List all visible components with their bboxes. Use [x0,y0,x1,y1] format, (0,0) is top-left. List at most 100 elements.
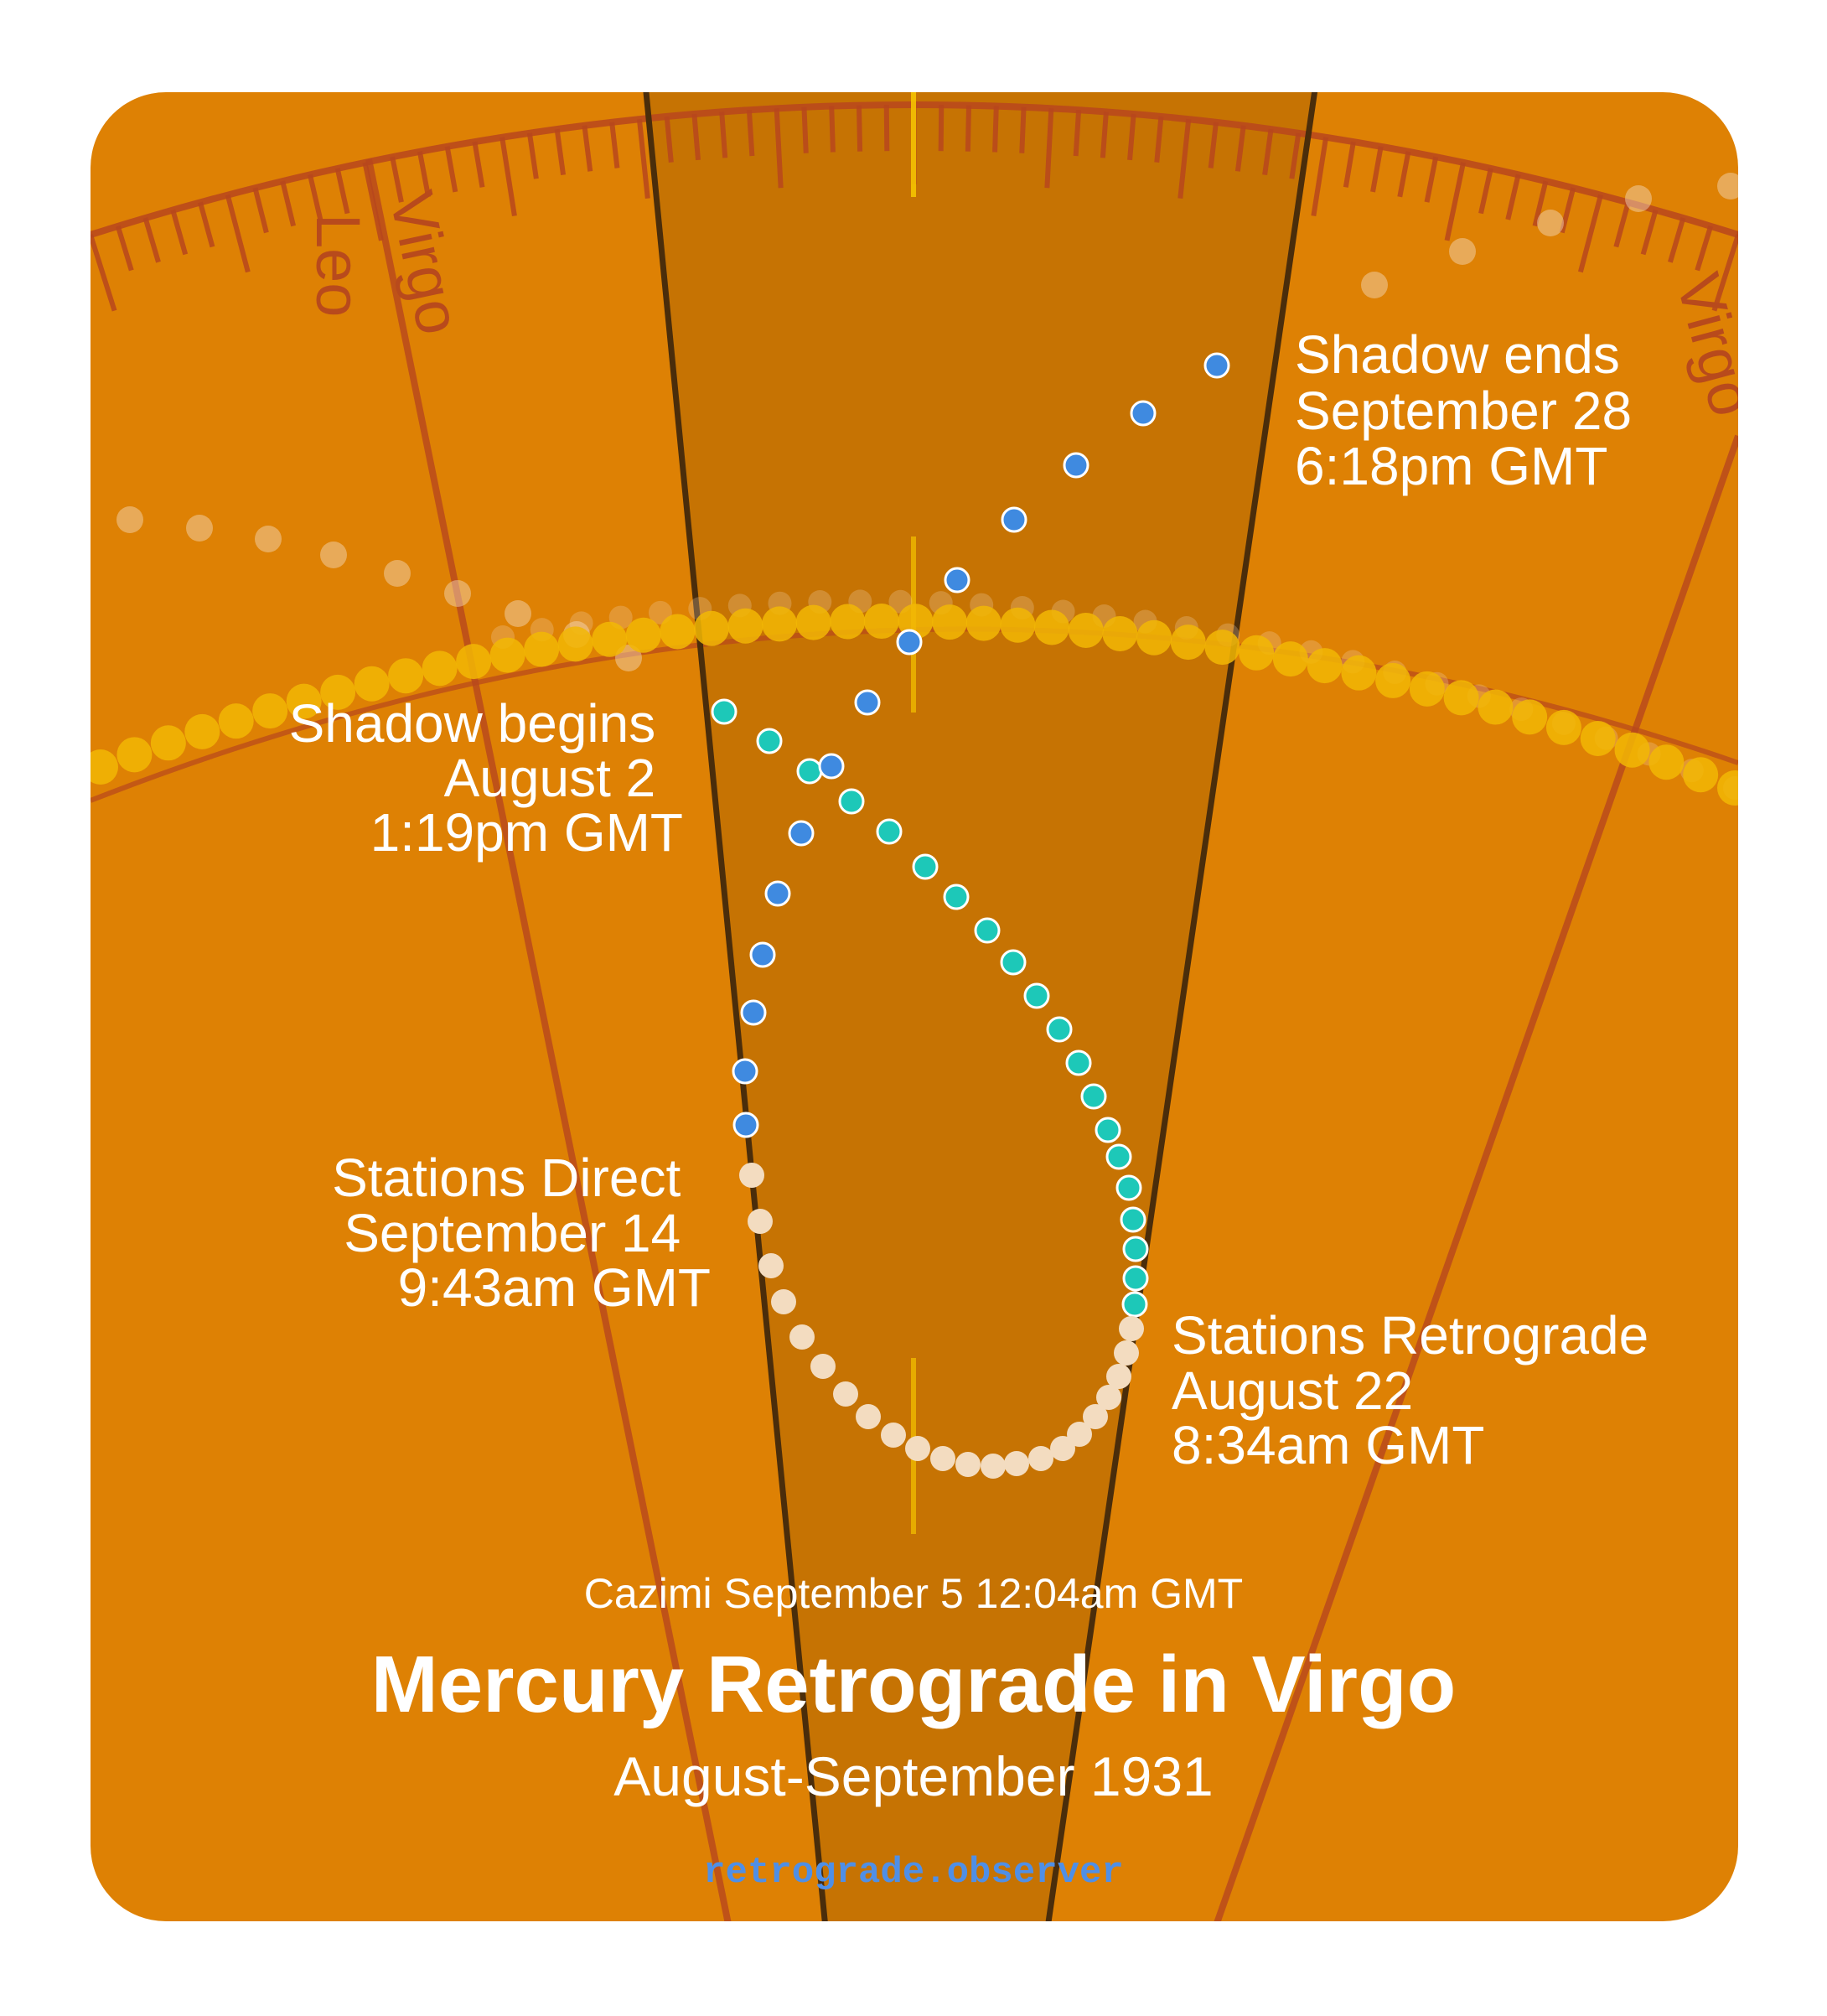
degree-tick [1397,151,1411,198]
post-shadow-dot [818,753,845,780]
faint-dot [1361,272,1388,298]
degree-tick [1478,168,1493,215]
degree-tick [1711,234,1738,312]
sun-path-dot [1068,612,1104,648]
degree-tick [938,105,945,152]
faint-dot [186,515,213,542]
degree-tick [1695,225,1714,272]
sun-path-dot [456,644,492,680]
degree-tick [499,137,517,217]
stations-retrograde-label: Stations Retrograde August 22 8:34am GMT [1172,1305,1664,1475]
degree-tick [1177,118,1192,200]
pre-shadow-dot [838,788,865,815]
sun-path-dot [830,604,866,640]
pre-shadow-dots [711,698,1149,1318]
post-shadow-dot [944,567,970,593]
sun-path-dot [1136,619,1172,656]
faint-dot [505,600,531,627]
pre-shadow-dot [756,728,783,754]
sun-path-dot [1239,635,1275,671]
retrograde-dot [930,1446,955,1471]
sun-path-dot [693,610,729,646]
retrograde-dot [1067,1422,1092,1447]
post-shadow-dot [896,629,923,656]
pre-shadow-dot [943,884,970,910]
degree-tick [746,110,755,157]
post-shadow-dot [854,689,881,716]
degree-tick [719,111,728,158]
degree-tick [609,122,620,168]
sun-path-dot [1307,648,1343,684]
degree-tick [115,225,134,272]
retrograde-dots [739,1163,1144,1479]
degree-tick [334,168,350,215]
faint-dot [384,560,411,587]
pre-shadow-dot [1023,982,1050,1009]
pre-shadow-dot [796,758,823,785]
sun-path-dot [184,713,220,749]
shadow-begins-label: Shadow begins August 2 1:19pm GMT [289,693,683,863]
sign-boundary-line [365,158,732,1921]
faint-dot [1625,185,1652,212]
sun-path-dot [1545,709,1581,745]
retrograde-dot [1106,1364,1131,1389]
sun-path-dot [1272,641,1308,677]
sun-path-dot [1375,662,1411,698]
degree-tick [472,141,485,188]
sun-path-dot [489,637,525,673]
pre-shadow-dot [974,917,1001,944]
degree-tick [1234,125,1246,172]
faint-dot [444,580,471,607]
cazimi-label: Cazimi September 5 12:04am GMT [584,1570,1243,1617]
pre-shadow-dot [1105,1143,1132,1170]
pre-shadow-dot [876,818,903,845]
retrograde-dot [905,1436,930,1461]
sun-path-dot [727,608,763,644]
site-credit[interactable]: retrograde.observer [703,1852,1124,1894]
pre-shadow-dot [1000,949,1027,976]
sun-path-dot [286,683,322,719]
sun-path-dot [1512,699,1548,735]
sun-path-dot [625,617,661,653]
zodiac-degree-ticks [91,105,1738,312]
degree-tick [142,217,161,263]
degree-tick [1311,137,1329,217]
degree-tick [829,106,836,153]
pre-shadow-dot [1122,1265,1149,1292]
sun-path-dot [1170,624,1206,661]
retrograde-dot [1028,1446,1053,1471]
pre-shadow-dot [1065,1049,1092,1076]
pre-shadow-dot [1120,1206,1146,1233]
sun-path-dot [91,749,118,785]
faint-dot [1449,238,1476,265]
retrograde-dot [1050,1436,1075,1461]
faint-dot [116,506,143,533]
degree-tick [1343,141,1356,188]
page-title: Mercury Retrograde in Virgo [371,1640,1457,1729]
degree-tick [526,132,539,179]
retrograde-dot [1083,1404,1108,1429]
degree-tick [252,187,269,234]
degree-tick [1208,122,1219,168]
faint-dot [255,526,282,552]
retrograde-dot [981,1454,1006,1479]
degree-tick [1370,146,1384,193]
shadow-ends-label: Shadow ends September 28 6:18pm GMT [1295,324,1647,496]
sun-path-dot [1648,744,1685,780]
sun-path-dot [1443,680,1479,716]
sun-path-dot [388,658,424,694]
degree-tick [1532,180,1549,227]
sun-path-dot [252,693,288,729]
sun-path-dot [116,737,153,773]
degree-tick [1044,108,1054,189]
post-shadow-dot [788,820,815,847]
degree-tick [856,105,863,152]
pre-shadow-dot [1095,1117,1121,1143]
retrograde-dot [771,1289,796,1314]
degree-tick [280,180,297,227]
sun-path-dot [1580,721,1616,757]
degree-tick [1640,209,1659,256]
post-shadow-dot [1063,452,1089,479]
pre-shadow-dot [1115,1174,1142,1201]
